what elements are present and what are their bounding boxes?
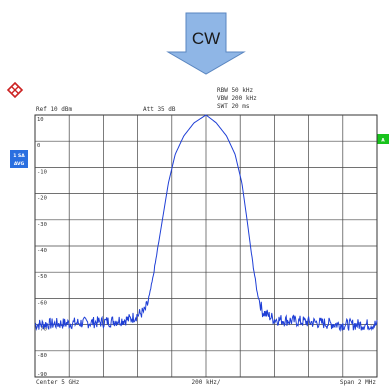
y-tick-label: -40 — [37, 248, 47, 254]
y-tick-label: -70 — [37, 327, 47, 333]
cw-label: CW — [192, 29, 220, 48]
ref-level-readout: Ref 10 dBm — [36, 106, 73, 113]
y-tick-labels: 10 0 -10 -20 -30 -40 -50 -60 -70 -80 -90 — [37, 117, 47, 378]
rbw-readout: RBW 50 kHz — [217, 87, 254, 94]
marker-badge-label: A — [381, 138, 385, 144]
y-tick-label: -90 — [37, 372, 47, 378]
swt-readout: SWT 20 ms — [217, 103, 250, 110]
y-tick-label: -50 — [37, 274, 47, 280]
span-readout: Span 2 MHz — [340, 379, 377, 386]
cw-arrow-shape — [166, 12, 246, 75]
trace-badge-sa: 1 SA — [13, 153, 25, 159]
cw-arrow: CW — [166, 12, 246, 75]
y-tick-label: -60 — [37, 300, 47, 306]
frequency-per-division-readout: 200 kHz/ — [192, 379, 221, 386]
marker-badge: A — [377, 134, 389, 144]
y-tick-label: 0 — [37, 143, 40, 149]
trace-badge: 1 SA AVG — [10, 150, 28, 168]
attenuation-readout: Att 35 dB — [143, 106, 176, 113]
y-tick-label: -20 — [37, 196, 47, 202]
y-tick-label: 10 — [37, 117, 44, 123]
y-tick-label: -30 — [37, 222, 47, 228]
y-tick-label: -80 — [37, 353, 47, 359]
vbw-readout: VBW 200 kHz — [217, 95, 257, 102]
plot-grid — [35, 115, 377, 377]
center-frequency-readout: Center 5 GHz — [36, 379, 80, 386]
marker-badge-box — [377, 134, 389, 144]
brand-logo-icon — [6, 81, 24, 99]
y-tick-label: -10 — [37, 169, 47, 175]
spectrum-trace — [34, 114, 378, 332]
trace-badge-box — [10, 150, 28, 168]
trace-badge-avg: AVG — [14, 161, 25, 167]
